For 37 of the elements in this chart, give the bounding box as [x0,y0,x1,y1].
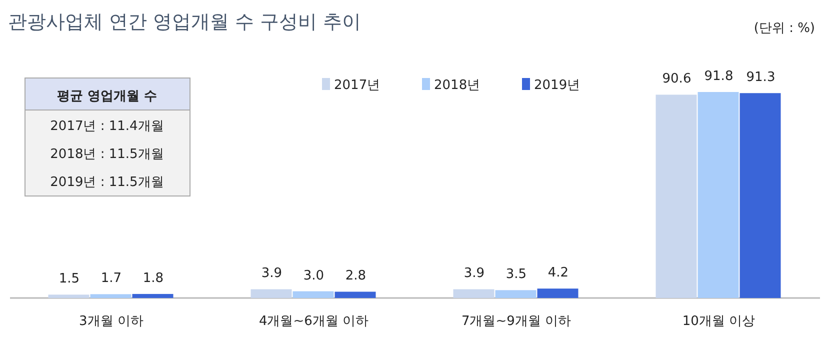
annotation: 2019년 : 11.5개월 [50,175,164,190]
legend-label: 2018년 [434,78,480,93]
bar [656,94,697,298]
data-label: 4.2 [548,266,569,281]
annotation: 2018년 : 11.5개월 [50,147,164,162]
bar [334,292,376,298]
legend-label: 2019년 [534,78,580,93]
x-tick-label: 10개월 이상 [682,314,756,329]
bar [250,289,292,298]
data-label: 90.6 [662,72,692,87]
data-label: 91.3 [746,70,776,86]
annotation: 2017년 : 11.4개월 [50,119,164,134]
x-tick-label: 3개월 이하 [79,314,144,329]
bar [453,289,494,298]
data-label: 91.8 [704,69,734,84]
data-label: 3.0 [303,268,324,284]
annotation: 평균 영업개월 수 [56,89,158,104]
title: 관광사업체 연간 영업개월 수 구성비 추이 [8,11,362,33]
data-label: 1.8 [142,270,164,286]
data-label: 2.8 [345,268,366,284]
bar [495,290,536,298]
bar [48,294,90,298]
legend-label: 2017년 [334,78,380,93]
text: (단위 : %) [754,21,815,36]
data-label: 1.7 [100,271,122,286]
bar [698,92,739,298]
data-label: 3.5 [506,267,527,282]
data-label: 3.9 [261,266,282,282]
data-label: 3.9 [464,266,485,282]
bar [292,291,334,298]
bar [537,288,578,298]
x-tick-label: 4개월~6개월 이하 [258,314,369,329]
data-label: 1.5 [58,272,80,287]
bar [740,93,781,298]
x-tick-label: 7개월~9개월 이하 [461,314,572,329]
bar [90,294,132,298]
bar [132,294,174,298]
